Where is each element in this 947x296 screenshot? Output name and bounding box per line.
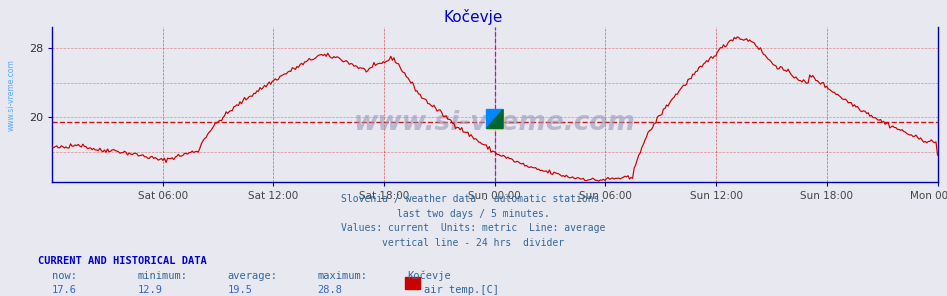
Text: CURRENT AND HISTORICAL DATA: CURRENT AND HISTORICAL DATA [38, 256, 206, 266]
Text: maximum:: maximum: [317, 271, 367, 281]
Text: Kočevje: Kočevje [444, 9, 503, 25]
Text: 12.9: 12.9 [137, 285, 162, 295]
Text: vertical line - 24 hrs  divider: vertical line - 24 hrs divider [383, 238, 564, 248]
Text: last two days / 5 minutes.: last two days / 5 minutes. [397, 209, 550, 219]
Text: www.si-vreme.com: www.si-vreme.com [7, 59, 16, 131]
Text: air temp.[C]: air temp.[C] [424, 285, 499, 295]
Text: minimum:: minimum: [137, 271, 188, 281]
Text: now:: now: [52, 271, 77, 281]
Polygon shape [487, 110, 503, 128]
Text: 17.6: 17.6 [52, 285, 77, 295]
Text: Values: current  Units: metric  Line: average: Values: current Units: metric Line: aver… [341, 223, 606, 234]
Text: 19.5: 19.5 [227, 285, 252, 295]
Polygon shape [487, 110, 503, 128]
Text: average:: average: [227, 271, 277, 281]
Bar [487, 110, 503, 128]
Text: www.si-vreme.com: www.si-vreme.com [354, 110, 635, 136]
Text: Kočevje: Kočevje [407, 271, 451, 281]
Text: Slovenia / weather data - automatic stations.: Slovenia / weather data - automatic stat… [341, 194, 606, 204]
Text: 28.8: 28.8 [317, 285, 342, 295]
